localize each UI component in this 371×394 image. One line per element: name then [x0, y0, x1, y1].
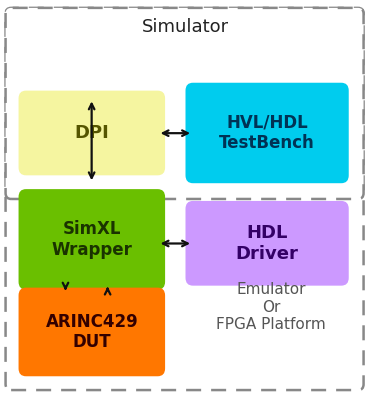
Text: HDL
Driver: HDL Driver [236, 224, 299, 263]
Text: DPI: DPI [75, 124, 109, 142]
Text: HVL/HDL
TestBench: HVL/HDL TestBench [219, 113, 315, 152]
FancyBboxPatch shape [19, 288, 165, 376]
FancyBboxPatch shape [6, 8, 364, 390]
FancyBboxPatch shape [186, 83, 349, 183]
Text: Emulator
Or
FPGA Platform: Emulator Or FPGA Platform [216, 282, 326, 332]
FancyBboxPatch shape [186, 201, 349, 286]
FancyBboxPatch shape [19, 91, 165, 175]
Text: SimXL
Wrapper: SimXL Wrapper [52, 220, 132, 259]
FancyBboxPatch shape [6, 8, 364, 199]
Text: ARINC429
DUT: ARINC429 DUT [46, 312, 138, 351]
Text: Simulator: Simulator [142, 18, 229, 36]
FancyBboxPatch shape [19, 189, 165, 290]
